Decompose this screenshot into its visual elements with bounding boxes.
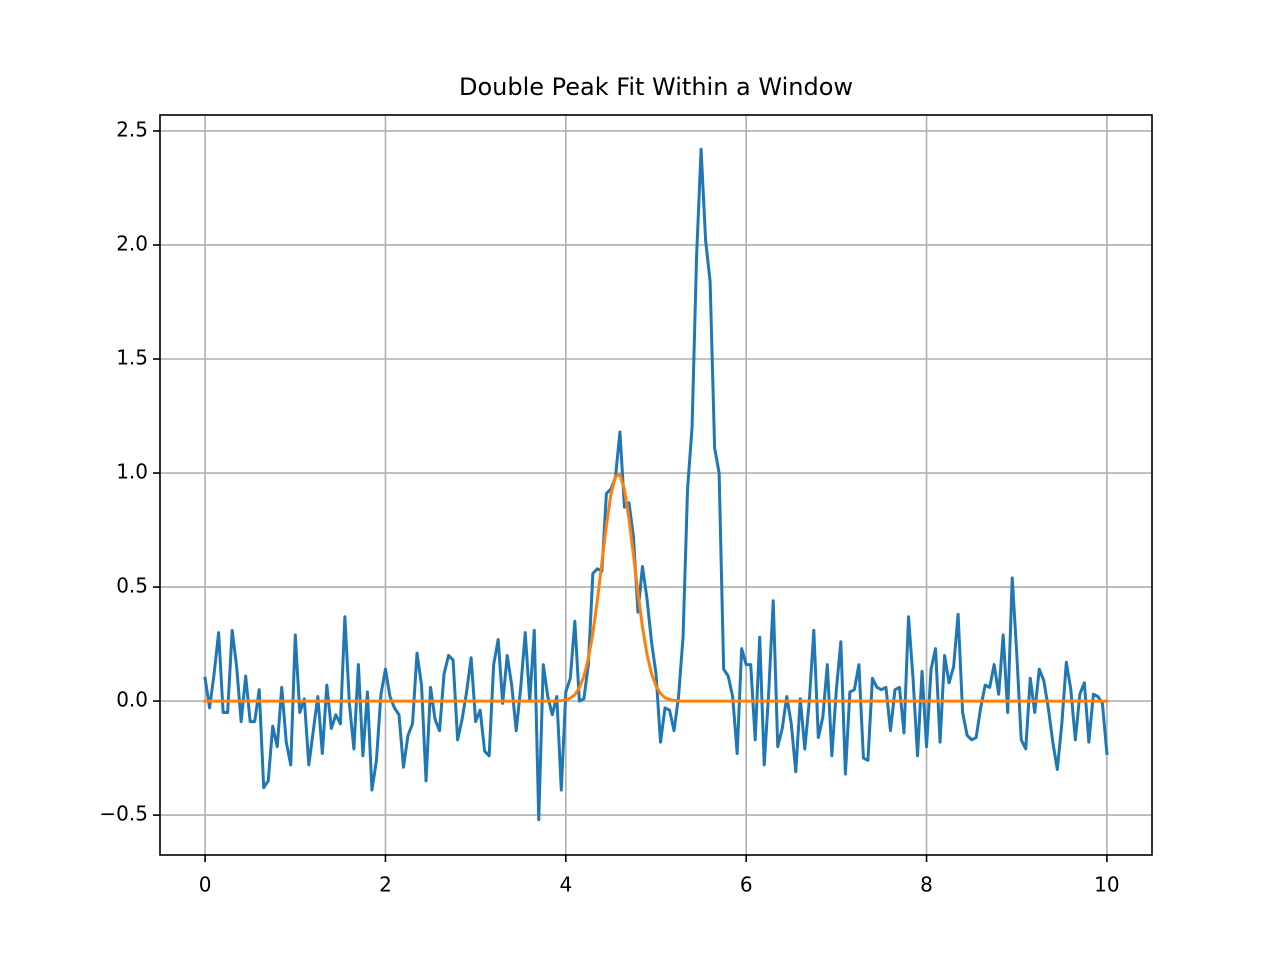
chart-title: Double Peak Fit Within a Window bbox=[459, 73, 853, 101]
y-tick-label: −0.5 bbox=[99, 802, 148, 826]
x-tick-label: 2 bbox=[379, 873, 392, 897]
x-tick-label: 6 bbox=[740, 873, 753, 897]
y-tick-label: 1.0 bbox=[116, 460, 148, 484]
y-tick-label: 1.5 bbox=[116, 346, 148, 370]
y-tick-label: 0.5 bbox=[116, 574, 148, 598]
plot-frame bbox=[159, 114, 1153, 856]
x-tick-label: 8 bbox=[920, 873, 933, 897]
y-tick-label: 2.0 bbox=[116, 231, 148, 255]
data-line bbox=[203, 147, 1109, 822]
x-tick-label: 0 bbox=[199, 873, 212, 897]
y-tick-label: 0.0 bbox=[116, 688, 148, 712]
data-line bbox=[203, 472, 1109, 703]
x-tick-label: 4 bbox=[559, 873, 572, 897]
y-tick-label: 2.5 bbox=[116, 117, 148, 141]
x-tick-label: 10 bbox=[1094, 873, 1119, 897]
